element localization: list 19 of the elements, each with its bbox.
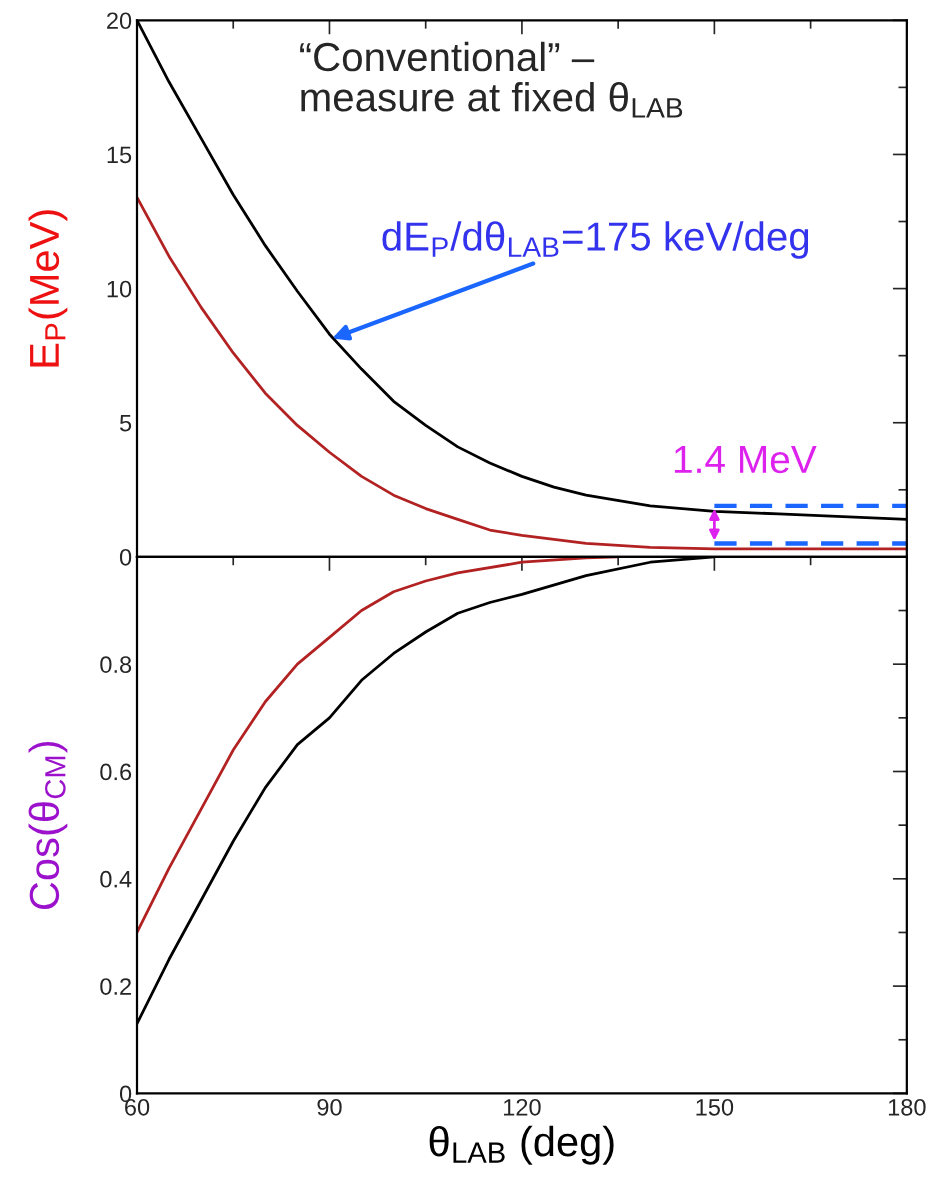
y-tick-label: 5	[119, 415, 132, 432]
y-axis-title: Cos(θ$_{CM}$)	[28, 741, 68, 910]
y-tick-label: 0.2	[100, 978, 131, 995]
annotation: 1.4 MeV	[674, 446, 817, 474]
y-tick-label: 0.6	[100, 763, 132, 781]
annotation: “Conventional” – measure at fixed θ$_{LAB}$	[300, 41, 683, 118]
x-tick-label: 150	[696, 1098, 734, 1116]
y-tick-label: 0.8	[100, 656, 132, 673]
y-tick-label: 10	[107, 280, 132, 298]
y-tick-label: 15	[107, 146, 132, 164]
y-axis-title: E$_{P}$(MeV)	[28, 210, 68, 367]
x-tick-label: 180	[888, 1098, 926, 1116]
x-tick-label: 120	[504, 1098, 541, 1116]
x-tick-label: 90	[317, 1098, 342, 1116]
annotation: dE$_{P}$/dθ$_{LAB}$=175 keV/deg	[382, 221, 809, 259]
x-axis-title: θ$_{LAB}$ (deg)	[429, 1125, 614, 1165]
y-tick-label: 0	[119, 548, 132, 566]
y-tick-label: 20	[107, 12, 132, 30]
y-tick-label: 0.4	[100, 870, 132, 888]
